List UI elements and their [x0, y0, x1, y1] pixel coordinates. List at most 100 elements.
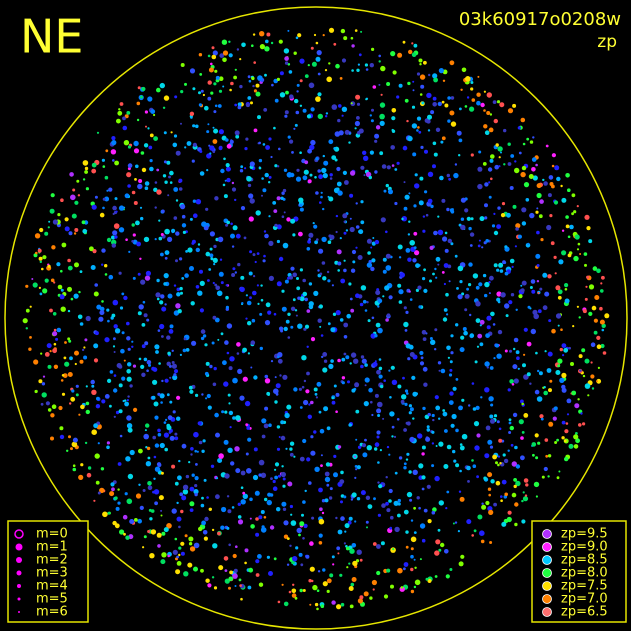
- star-dot: [433, 230, 438, 236]
- star-dot: [315, 96, 321, 102]
- star-dot: [377, 513, 381, 517]
- star-dot: [356, 102, 361, 106]
- star-dot: [141, 323, 146, 327]
- star-dot: [490, 403, 494, 407]
- star-dot: [490, 418, 495, 424]
- star-dot: [423, 60, 427, 65]
- star-dot: [391, 116, 396, 121]
- star-dot: [454, 254, 458, 258]
- star-dot: [365, 98, 368, 101]
- star-dot: [342, 170, 347, 175]
- star-dot: [392, 70, 397, 75]
- star-dot: [194, 476, 199, 481]
- star-dot: [296, 168, 300, 172]
- star-dot: [355, 225, 360, 229]
- star-dot: [114, 197, 118, 201]
- star-dot: [460, 88, 463, 92]
- star-dot: [484, 182, 489, 187]
- star-dot: [313, 387, 318, 392]
- star-dot: [562, 354, 565, 357]
- star-dot: [493, 230, 499, 236]
- star-dot: [249, 296, 252, 300]
- star-dot: [227, 509, 232, 514]
- star-dot: [448, 400, 454, 405]
- star-dot: [283, 168, 288, 172]
- star-dot: [350, 498, 354, 501]
- star-dot: [141, 86, 146, 92]
- star-dot: [451, 413, 457, 420]
- star-dot: [64, 217, 69, 222]
- star-dot: [276, 224, 282, 230]
- star-dot: [431, 442, 435, 445]
- star-dot: [94, 331, 99, 336]
- star-dot: [133, 201, 138, 205]
- star-dot: [326, 483, 330, 487]
- star-dot: [588, 239, 593, 244]
- star-dot: [557, 295, 562, 300]
- star-dot: [113, 324, 118, 329]
- star-dot: [339, 77, 343, 80]
- star-dot: [118, 383, 123, 388]
- star-dot: [306, 345, 309, 348]
- star-dot: [561, 197, 567, 203]
- star-dot: [34, 233, 41, 239]
- star-dot: [242, 493, 248, 499]
- star-dot: [371, 316, 375, 320]
- star-dot: [231, 181, 235, 185]
- star-dot: [505, 314, 509, 318]
- star-dot: [449, 110, 455, 116]
- star-dot: [302, 589, 306, 592]
- star-dot: [372, 361, 378, 367]
- star-dot: [326, 270, 330, 274]
- star-dot: [178, 459, 181, 463]
- star-dot: [527, 242, 530, 245]
- star-dot: [81, 348, 85, 352]
- star-dot: [521, 165, 527, 171]
- star-dot: [506, 212, 511, 218]
- star-dot: [205, 251, 211, 257]
- star-dot: [264, 497, 268, 502]
- star-dot: [445, 507, 448, 510]
- star-dot: [290, 266, 295, 271]
- star-dot: [138, 357, 142, 361]
- star-dot: [274, 376, 277, 379]
- star-dot: [163, 432, 169, 438]
- star-dot: [101, 399, 106, 404]
- star-dot: [337, 261, 342, 266]
- star-dot: [378, 366, 383, 371]
- star-dot: [44, 352, 50, 357]
- star-dot: [544, 350, 547, 353]
- star-dot: [522, 142, 526, 146]
- star-dot: [163, 131, 167, 135]
- star-dot: [408, 49, 413, 55]
- star-dot: [380, 65, 386, 72]
- star-dot: [144, 275, 151, 281]
- star-dot: [283, 211, 286, 214]
- star-dot: [329, 173, 333, 177]
- star-dot: [337, 358, 341, 363]
- star-dot: [146, 318, 150, 322]
- star-dot: [31, 278, 34, 280]
- star-dot: [252, 290, 257, 296]
- star-dot: [124, 399, 127, 402]
- star-dot: [211, 46, 215, 50]
- star-dot: [438, 102, 441, 106]
- star-dot: [143, 143, 149, 148]
- star-dot: [270, 360, 274, 363]
- star-dot: [314, 392, 318, 396]
- star-dot: [398, 300, 403, 304]
- star-dot: [406, 452, 410, 456]
- star-dot: [327, 279, 331, 283]
- star-dot: [261, 177, 264, 180]
- star-dot: [154, 443, 160, 448]
- star-dot: [485, 239, 490, 243]
- star-dot: [548, 388, 552, 393]
- star-dot: [215, 477, 219, 480]
- star-dot: [64, 341, 67, 344]
- star-dot: [299, 204, 303, 207]
- star-dot: [126, 498, 133, 505]
- quantity-label: zp: [597, 32, 617, 52]
- star-dot: [240, 597, 243, 601]
- star-dot: [167, 351, 171, 356]
- star-dot: [104, 264, 108, 268]
